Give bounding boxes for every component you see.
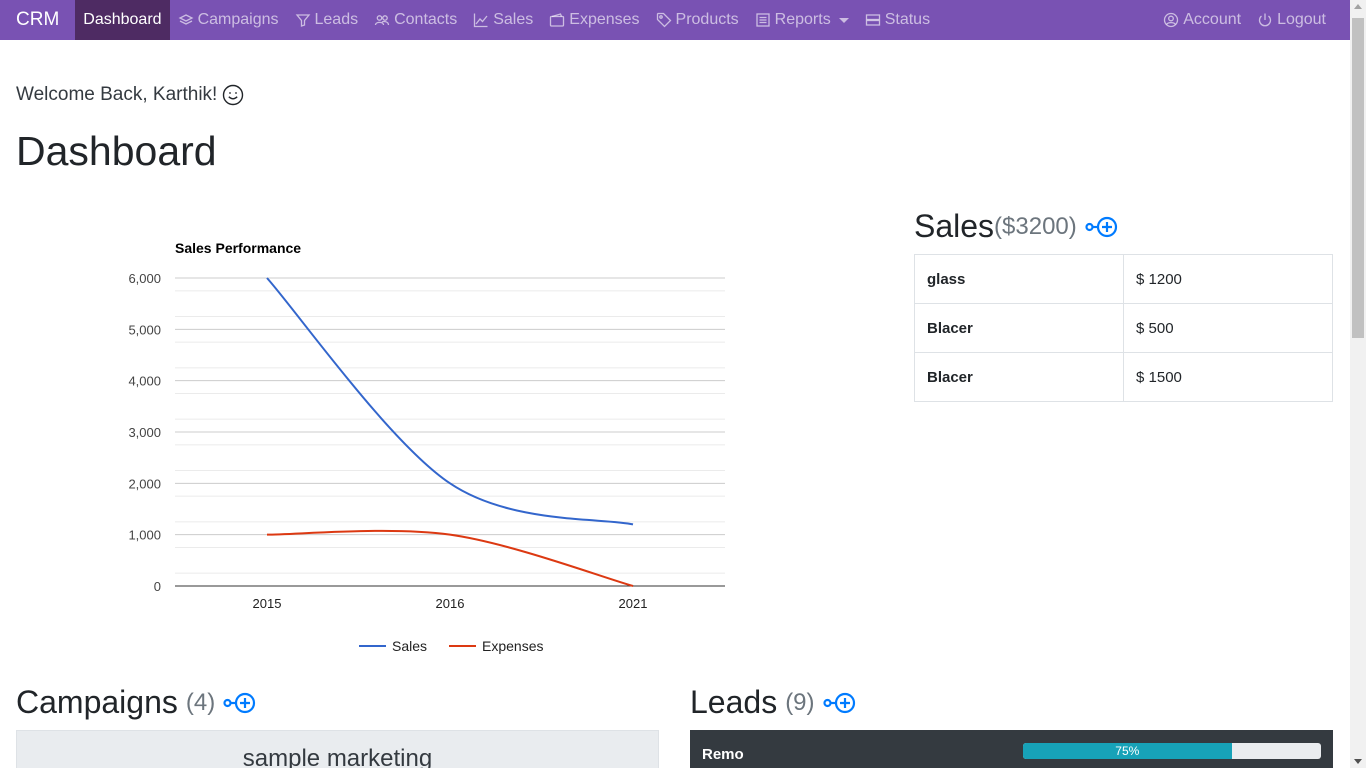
sales-table: glass $ 1200 Blacer $ 500 Blacer $ 1500 bbox=[914, 254, 1333, 402]
series-line-expenses bbox=[266, 529, 634, 587]
layers-icon bbox=[178, 14, 194, 25]
nav-products-label: Products bbox=[675, 11, 739, 28]
nav-account[interactable]: Account bbox=[1155, 0, 1249, 40]
sale-amount: $ 1200 bbox=[1123, 254, 1333, 304]
nav-status[interactable]: Status bbox=[857, 0, 938, 40]
sales-total: ($3200) bbox=[994, 212, 1077, 240]
sale-amount: $ 1500 bbox=[1123, 352, 1333, 402]
user-circle-icon bbox=[1164, 12, 1179, 28]
nav-logout[interactable]: Logout bbox=[1249, 0, 1334, 40]
sale-name: Blacer bbox=[914, 303, 1124, 353]
nav-contacts-label: Contacts bbox=[394, 11, 458, 28]
campaign-card[interactable]: sample marketing bbox=[16, 730, 659, 768]
lead-name: Remo bbox=[702, 746, 744, 763]
server-icon bbox=[865, 14, 880, 26]
leads-heading: Leads (9) bbox=[690, 684, 857, 721]
lead-row[interactable]: Remo 75% bbox=[690, 730, 1333, 768]
document-icon bbox=[756, 13, 770, 27]
x-tick-label: 2015 bbox=[253, 596, 282, 611]
chart-title: Sales Performance bbox=[175, 240, 301, 256]
nav-contacts[interactable]: Contacts bbox=[366, 0, 465, 40]
nav-reports[interactable]: Reports bbox=[747, 0, 857, 40]
people-icon bbox=[374, 15, 390, 26]
welcome-message: Welcome Back, Karthik! bbox=[16, 84, 244, 106]
y-tick-label: 6,000 bbox=[128, 271, 161, 286]
power-icon bbox=[1258, 13, 1272, 27]
series-line-sales bbox=[266, 277, 634, 526]
leads-title: Leads bbox=[690, 684, 778, 720]
nav-right-group: Account Logout bbox=[1155, 0, 1350, 40]
y-tick-label: 4,000 bbox=[128, 374, 161, 389]
y-tick-label: 2,000 bbox=[128, 476, 161, 491]
plus-circle-icon bbox=[1085, 216, 1117, 237]
table-row[interactable]: glass $ 1200 bbox=[914, 254, 1333, 304]
graph-up-icon bbox=[474, 13, 488, 28]
campaigns-heading: Campaigns (4) bbox=[16, 684, 257, 721]
scroll-thumb[interactable] bbox=[1352, 18, 1364, 338]
page-title: Dashboard bbox=[16, 128, 217, 174]
nav-products[interactable]: Products bbox=[648, 0, 747, 40]
table-row[interactable]: Blacer $ 500 bbox=[914, 303, 1333, 353]
brand-logo[interactable]: CRM bbox=[16, 9, 60, 30]
nav-expenses-label: Expenses bbox=[569, 11, 640, 28]
sales-heading: Sales ($3200) bbox=[914, 208, 1119, 245]
smiley-icon bbox=[223, 84, 244, 106]
sales-performance-chart: Sales Performance 0 1,000 2,000 3,000 4,000 5,… bbox=[128, 240, 725, 654]
nav-sales-label: Sales bbox=[493, 11, 534, 28]
plus-circle-icon bbox=[822, 692, 855, 713]
page-scrollbar[interactable] bbox=[1350, 0, 1366, 768]
nav-reports-label: Reports bbox=[774, 11, 831, 28]
welcome-text: Welcome Back, Karthik! bbox=[16, 84, 218, 105]
nav-account-label: Account bbox=[1183, 11, 1242, 28]
nav-dashboard[interactable]: Dashboard bbox=[75, 0, 170, 40]
nav-status-label: Status bbox=[884, 11, 931, 28]
chevron-down-icon bbox=[838, 17, 849, 23]
sales-title: Sales bbox=[914, 208, 995, 244]
sale-amount: $ 500 bbox=[1123, 303, 1333, 353]
nav-sales[interactable]: Sales bbox=[465, 0, 541, 40]
campaigns-title: Campaigns bbox=[16, 684, 178, 720]
top-navbar: CRM Dashboard Campaigns Leads Contacts S… bbox=[0, 0, 1350, 40]
x-tick-label: 2016 bbox=[436, 596, 465, 611]
wallet-icon bbox=[550, 13, 565, 27]
legend-label: Expenses bbox=[482, 638, 543, 654]
table-row[interactable]: Blacer $ 1500 bbox=[914, 352, 1333, 402]
add-lead-button[interactable] bbox=[822, 692, 857, 714]
legend-label: Sales bbox=[392, 638, 427, 654]
nav-leads[interactable]: Leads bbox=[287, 0, 367, 40]
scroll-up-arrow-icon[interactable] bbox=[1354, 4, 1362, 9]
add-campaign-button[interactable] bbox=[223, 692, 257, 714]
sale-name: glass bbox=[914, 254, 1124, 304]
plus-circle-icon bbox=[223, 692, 256, 713]
nav-campaigns-label: Campaigns bbox=[197, 11, 279, 28]
nav-leads-label: Leads bbox=[314, 11, 359, 28]
nav-dashboard-label: Dashboard bbox=[83, 11, 162, 28]
y-tick-label: 5,000 bbox=[128, 322, 161, 337]
nav-campaigns[interactable]: Campaigns bbox=[170, 0, 287, 40]
y-tick-label: 0 bbox=[154, 579, 161, 594]
x-tick-label: 2021 bbox=[619, 596, 648, 611]
scroll-down-arrow-icon[interactable] bbox=[1354, 759, 1362, 764]
funnel-icon bbox=[295, 14, 310, 27]
sale-name: Blacer bbox=[914, 352, 1124, 402]
y-tick-label: 1,000 bbox=[128, 528, 161, 543]
campaign-name: sample marketing bbox=[242, 745, 433, 768]
nav-expenses[interactable]: Expenses bbox=[541, 0, 647, 40]
tag-icon bbox=[656, 12, 671, 28]
lead-progress: 75% bbox=[1023, 743, 1321, 759]
campaigns-count: (4) bbox=[185, 688, 216, 716]
nav-logout-label: Logout bbox=[1277, 11, 1326, 28]
leads-count: (9) bbox=[785, 688, 815, 716]
y-tick-label: 3,000 bbox=[128, 425, 161, 440]
add-sale-button[interactable] bbox=[1085, 216, 1119, 238]
lead-progress-bar: 75% bbox=[1023, 743, 1232, 759]
